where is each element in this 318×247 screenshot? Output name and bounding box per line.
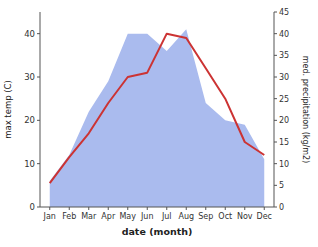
y2-tick xyxy=(274,207,277,208)
x-tick-label: Apr xyxy=(101,212,116,221)
y2-tick xyxy=(274,163,277,164)
x-tick xyxy=(49,207,50,210)
y-tick-label: 40 xyxy=(24,29,35,39)
x-tick xyxy=(205,207,206,210)
x-tick-label: May xyxy=(119,212,136,221)
chart: 0 10 20 30 40 0 5 10 15 20 25 30 35 40 45 Jan Feb Mar AprM… xyxy=(0,0,318,247)
y-tick xyxy=(37,77,40,78)
x-tick xyxy=(166,207,167,210)
y-axis-label: max temp (C) xyxy=(3,80,13,139)
y2-tick xyxy=(274,55,277,56)
y2-tick xyxy=(274,98,277,99)
marks xyxy=(50,29,265,207)
y2-tick-label: 40 xyxy=(279,30,289,39)
y-tick-label: 30 xyxy=(24,72,35,82)
y2-tick xyxy=(274,142,277,143)
x-tick-label: Feb xyxy=(62,212,76,221)
x-tick-label: Mar xyxy=(81,212,97,221)
y2-tick-label: 20 xyxy=(279,116,289,125)
y-tick xyxy=(37,120,40,121)
x-tick xyxy=(108,207,109,210)
y2-tick xyxy=(274,33,277,34)
y2-tick-label: 0 xyxy=(279,203,284,212)
y-tick xyxy=(37,207,40,208)
y2-axis-line xyxy=(274,12,275,207)
y2-axis-label: med. precipitation (kg/m2) xyxy=(301,56,310,163)
temperature-line xyxy=(50,34,265,184)
x-tick xyxy=(69,207,70,210)
x-tick xyxy=(264,207,265,210)
y2-tick-label: 10 xyxy=(279,160,289,169)
x-tick-label: Jul xyxy=(161,212,172,221)
y2-tick-label: 35 xyxy=(279,51,289,60)
x-tick xyxy=(225,207,226,210)
x-tick-label: Jan xyxy=(43,212,56,221)
y2-tick-label: 25 xyxy=(279,95,289,104)
x-tick xyxy=(186,207,187,210)
y2-tick-label: 5 xyxy=(279,181,284,190)
x-tick-label: Sep xyxy=(198,212,213,221)
y2-tick xyxy=(274,77,277,78)
y-tick xyxy=(37,163,40,164)
y-tick-label: 0 xyxy=(30,202,35,212)
y-tick-label: 10 xyxy=(24,159,35,169)
y2-tick-label: 15 xyxy=(279,138,289,147)
y-tick-label: 20 xyxy=(24,115,35,125)
x-tick-label: Nov xyxy=(237,212,253,221)
x-tick-label: Jun xyxy=(140,212,154,221)
x-tick xyxy=(88,207,89,210)
y-tick xyxy=(37,33,40,34)
y2-tick xyxy=(274,12,277,13)
y2-tick xyxy=(274,120,277,121)
y-axis-line xyxy=(40,12,41,207)
x-tick-label: Oct xyxy=(218,212,232,221)
x-tick xyxy=(127,207,128,210)
y2-tick-label: 30 xyxy=(279,73,289,82)
x-tick xyxy=(147,207,148,210)
x-tick-label: Aug xyxy=(178,212,194,221)
y2-tick-label: 45 xyxy=(279,8,289,17)
precipitation-area xyxy=(50,29,265,207)
x-axis-line xyxy=(40,207,274,208)
x-axis-label: date (month) xyxy=(122,226,193,237)
x-tick-label: Dec xyxy=(257,212,272,221)
x-tick xyxy=(244,207,245,210)
y2-tick xyxy=(274,185,277,186)
